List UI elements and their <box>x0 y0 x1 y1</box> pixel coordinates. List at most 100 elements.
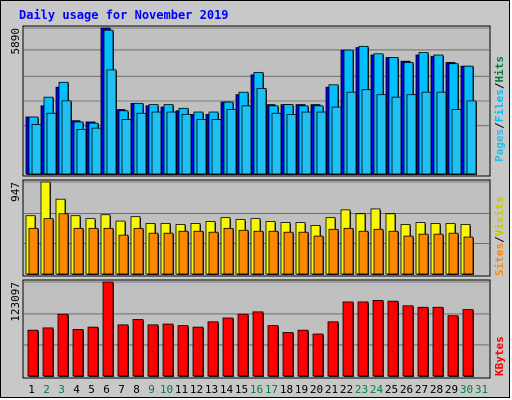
panel-visits-sites <box>22 179 491 277</box>
bar-sites-15 <box>238 229 249 275</box>
bar-pages-29 <box>451 109 462 175</box>
x-label-28: 28 <box>430 383 443 396</box>
bar-sites-27 <box>418 233 429 275</box>
x-label-5: 5 <box>88 383 95 396</box>
bar-sites-14 <box>223 227 234 275</box>
legend-kbytes: KBytes <box>493 336 506 376</box>
x-label-22: 22 <box>340 383 353 396</box>
x-label-6: 6 <box>103 383 110 396</box>
bar-pages-2 <box>46 112 57 175</box>
bar-pages-18 <box>286 114 297 175</box>
bar-kbytes-10 <box>162 323 174 377</box>
bar-pages-17 <box>271 112 282 175</box>
bar-pages-3 <box>61 100 72 175</box>
x-label-17: 17 <box>265 383 278 396</box>
bar-kbytes-9 <box>147 324 159 377</box>
bar-sites-26 <box>403 235 414 275</box>
legend-hits-files-pages: Pages/Files/Hits <box>493 56 506 162</box>
bar-pages-19 <box>301 111 312 175</box>
bar-pages-25 <box>391 96 402 175</box>
bar-pages-27 <box>421 91 432 175</box>
bar-pages-6 <box>106 69 117 175</box>
x-label-16: 16 <box>250 383 263 396</box>
axis-max-kbytes: 123097 <box>9 282 22 322</box>
bar-pages-28 <box>436 91 447 175</box>
x-label-11: 11 <box>175 383 188 396</box>
bar-sites-7 <box>118 234 129 275</box>
bar-sites-16 <box>253 230 264 275</box>
x-label-15: 15 <box>235 383 248 396</box>
bar-kbytes-20 <box>312 333 324 377</box>
bar-pages-23 <box>361 89 372 175</box>
x-label-19: 19 <box>295 383 308 396</box>
bar-sites-17 <box>268 230 279 275</box>
x-label-23: 23 <box>355 383 368 396</box>
x-label-14: 14 <box>220 383 234 396</box>
bar-sites-3 <box>58 213 69 275</box>
bar-sites-23 <box>358 230 369 275</box>
bar-kbytes-5 <box>87 326 99 377</box>
bar-pages-5 <box>91 127 102 175</box>
bar-sites-22 <box>343 227 354 275</box>
x-axis-labels: 1 2 3 4 5 6 7 8 9 10 11 12 13 14 15 16 17 18 19 20 21 22 23 24 2… <box>28 383 488 396</box>
x-label-9: 9 <box>148 383 155 396</box>
bar-kbytes-25 <box>387 300 399 377</box>
bar-kbytes-23 <box>357 301 369 377</box>
bar-sites-11 <box>178 230 189 275</box>
x-label-29: 29 <box>445 383 458 396</box>
chart-panels <box>22 25 491 379</box>
legend-visits-sites: Sites/Visits <box>493 197 506 277</box>
bar-pages-21 <box>331 106 342 175</box>
axis-max-visits: 947 <box>9 182 22 202</box>
legend-visits: Visits <box>493 197 506 237</box>
bar-sites-20 <box>313 235 324 275</box>
bar-kbytes-6 <box>102 281 114 377</box>
bar-sites-2 <box>43 218 54 275</box>
bar-kbytes-11 <box>177 325 189 377</box>
x-label-24: 24 <box>370 383 384 396</box>
bar-sites-24 <box>373 228 384 275</box>
bar-kbytes-15 <box>237 313 249 377</box>
x-label-25: 25 <box>385 383 398 396</box>
bar-kbytes-28 <box>432 306 444 377</box>
bar-kbytes-4 <box>72 329 84 377</box>
bar-kbytes-17 <box>267 325 279 377</box>
x-label-3: 3 <box>58 383 65 396</box>
x-label-21: 21 <box>325 383 338 396</box>
x-label-10: 10 <box>160 383 173 396</box>
x-label-8: 8 <box>133 383 140 396</box>
x-label-13: 13 <box>205 383 218 396</box>
x-label-2: 2 <box>43 383 50 396</box>
bar-sites-5 <box>88 227 99 275</box>
x-label-31: 31 <box>475 383 488 396</box>
bar-pages-26 <box>406 94 417 175</box>
bar-sites-19 <box>298 231 309 275</box>
bar-pages-30 <box>466 100 477 175</box>
bar-sites-10 <box>163 232 174 275</box>
bar-kbytes-26 <box>402 305 414 377</box>
bar-kbytes-27 <box>417 306 429 377</box>
bar-sites-1 <box>28 227 39 275</box>
bar-pages-22 <box>346 91 357 175</box>
bar-pages-24 <box>376 94 387 175</box>
bar-kbytes-18 <box>282 332 294 377</box>
bar-kbytes-13 <box>207 321 219 377</box>
bar-sites-28 <box>433 233 444 275</box>
legends: Pages/Files/Hits Sites/Visits KBytes <box>493 56 506 376</box>
bar-sites-8 <box>133 227 144 275</box>
bar-pages-8 <box>136 112 147 175</box>
legend-hits: Hits <box>493 56 506 83</box>
bar-kbytes-22 <box>342 301 354 377</box>
x-label-30: 30 <box>460 383 473 396</box>
bar-sites-29 <box>448 232 459 275</box>
legend-pages: Pages <box>493 129 506 162</box>
x-label-18: 18 <box>280 383 293 396</box>
bar-kbytes-12 <box>192 326 204 377</box>
x-label-1: 1 <box>28 383 35 396</box>
bar-pages-4 <box>76 128 87 175</box>
bar-kbytes-3 <box>57 313 69 377</box>
panel-kbytes <box>22 279 491 379</box>
bar-sites-13 <box>208 231 219 275</box>
bar-kbytes-30 <box>462 309 474 377</box>
